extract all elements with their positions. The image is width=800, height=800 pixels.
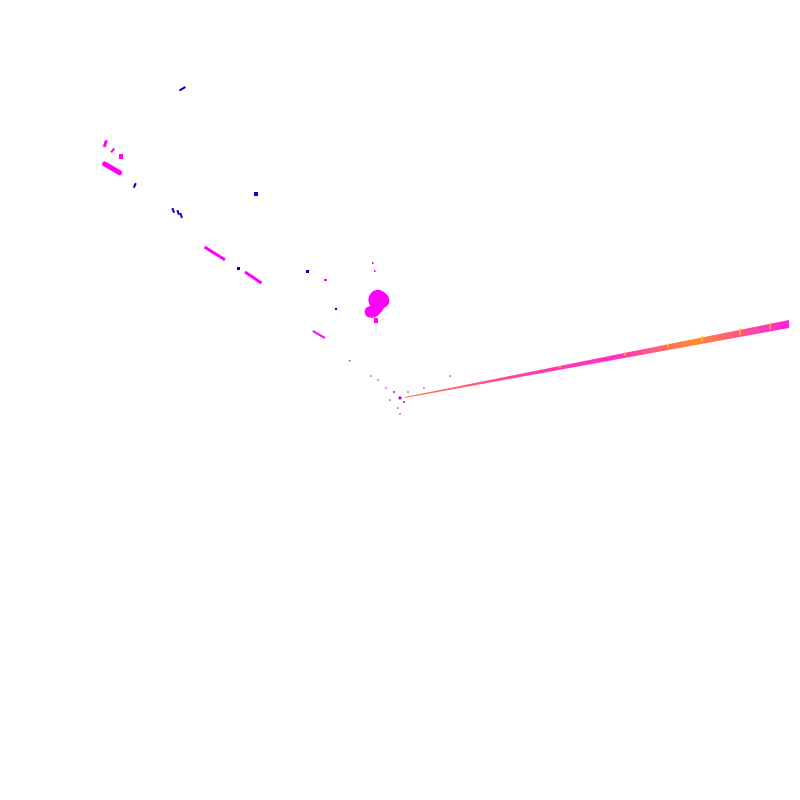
point (244, 270, 263, 285)
point (178, 86, 186, 92)
point (423, 387, 425, 389)
point (203, 245, 226, 262)
point (237, 267, 240, 270)
point (403, 401, 405, 403)
point (171, 207, 175, 214)
point (349, 360, 351, 362)
point (374, 270, 376, 272)
point (370, 375, 372, 377)
point (254, 192, 258, 196)
point (102, 161, 123, 176)
point (449, 375, 451, 377)
point (385, 387, 387, 389)
point (407, 391, 409, 393)
point (324, 279, 327, 281)
point-blob (364, 289, 390, 318)
point (179, 212, 183, 219)
origin-points (370, 375, 451, 415)
point (102, 139, 108, 148)
point (176, 209, 180, 216)
point (377, 379, 379, 381)
point (399, 413, 401, 415)
point (335, 308, 337, 310)
point (393, 391, 395, 393)
point (397, 407, 399, 409)
point (372, 262, 374, 264)
point (398, 396, 402, 400)
point (110, 147, 116, 153)
point (374, 318, 378, 323)
magenta-points (102, 139, 390, 362)
point (132, 182, 137, 189)
point-streak (405, 320, 789, 398)
point (306, 270, 309, 273)
streak-highlights (559, 322, 771, 368)
point (312, 330, 326, 339)
blue-points (132, 86, 337, 310)
point (119, 154, 123, 159)
point (389, 399, 391, 401)
